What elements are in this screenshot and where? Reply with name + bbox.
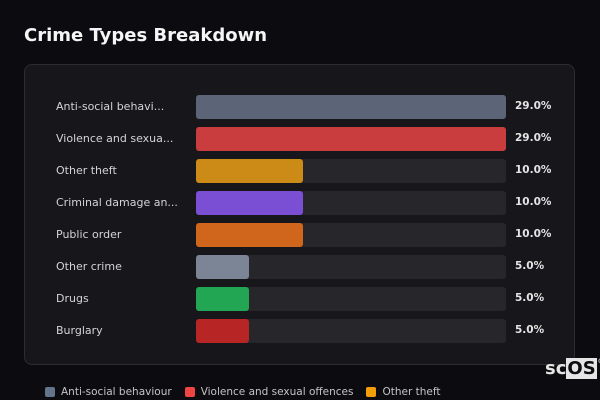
legend-swatch	[366, 387, 377, 397]
bar-track	[196, 223, 506, 247]
bar-track	[196, 127, 506, 151]
legend-swatch	[184, 387, 195, 397]
bar-label: Violence and sexua...	[56, 132, 174, 145]
bar-track	[196, 319, 506, 343]
bar-track	[196, 255, 506, 279]
bar-label: Anti-social behavi...	[56, 100, 165, 113]
bar-value-label: 10.0%	[515, 228, 552, 240]
chart-card: Anti-social behavi... 29.0% Violence and …	[24, 64, 575, 365]
bar-label: Other theft	[56, 164, 117, 177]
bar-label: Burglary	[56, 324, 103, 337]
legend-label: Anti-social behaviour	[61, 386, 172, 398]
bar	[196, 159, 303, 183]
bar-row: Drugs 5.0%	[25, 287, 574, 311]
legend-item[interactable]: Anti-social behaviour	[45, 386, 172, 398]
bar-value-label: 10.0%	[515, 164, 552, 176]
bar	[196, 95, 506, 119]
bar	[196, 127, 506, 151]
legend-item[interactable]: Other theft	[366, 386, 440, 398]
bar-label: Criminal damage an...	[56, 196, 178, 209]
bar-row: Other crime 5.0%	[25, 255, 574, 279]
bar-label: Drugs	[56, 292, 89, 305]
bar-value-label: 5.0%	[515, 292, 545, 304]
bar-value-label: 5.0%	[515, 260, 545, 272]
bar	[196, 191, 303, 215]
legend-item[interactable]: Violence and sexual offences	[184, 386, 354, 398]
bar-value-label: 29.0%	[515, 132, 552, 144]
bar-track	[196, 95, 506, 119]
bar	[196, 287, 250, 311]
legend-swatch	[45, 387, 55, 397]
bar-track	[196, 159, 506, 183]
bar-row: Burglary 5.0%	[25, 319, 574, 343]
bar-row: Public order 10.0%	[25, 223, 574, 247]
legend: Anti-social behaviour Violence and sexual…	[45, 386, 440, 398]
bar-row: Criminal damage an... 10.0%	[25, 191, 574, 215]
bar-row: Violence and sexua... 29.0%	[25, 127, 574, 151]
bar-track	[196, 191, 506, 215]
bar-row: Anti-social behavi... 29.0%	[25, 95, 574, 119]
page-title: Crime Types Breakdown	[24, 25, 268, 46]
legend-label: Violence and sexual offences	[200, 386, 354, 398]
logo-text-sc: sc	[545, 358, 567, 379]
bar	[196, 223, 303, 247]
logo-registered-mark: ®	[598, 358, 600, 379]
bar-label: Other crime	[56, 260, 122, 273]
bar-value-label: 10.0%	[515, 196, 552, 208]
bar-value-label: 5.0%	[515, 324, 545, 336]
bar-row: Other theft 10.0%	[25, 159, 574, 183]
logo-text-os: OS	[566, 358, 597, 379]
bar-track	[196, 287, 506, 311]
bar	[196, 319, 250, 343]
bar-value-label: 29.0%	[515, 100, 552, 112]
legend-label: Other theft	[382, 386, 441, 398]
bar	[196, 255, 250, 279]
bar-label: Public order	[56, 228, 122, 241]
